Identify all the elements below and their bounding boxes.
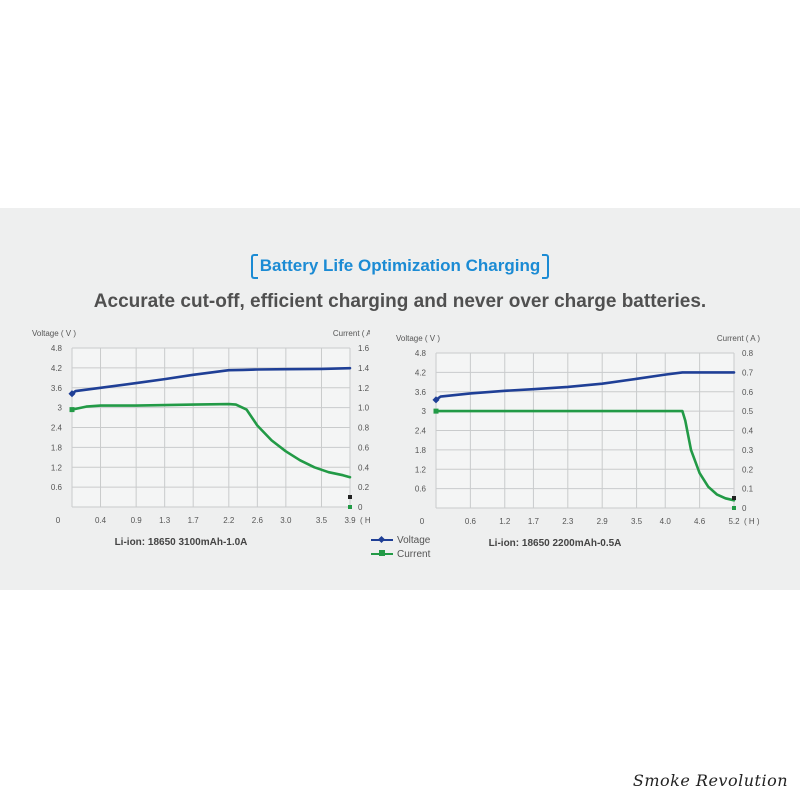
y-tick-label: 2.4 <box>415 427 427 436</box>
chart-title: Li-ion: 18650 2200mAh-0.5A <box>489 538 622 549</box>
y2-tick-label: 0.8 <box>742 349 754 358</box>
y-tick-label: 4.8 <box>51 344 63 353</box>
legend-item-current: Current <box>371 547 430 561</box>
voltage-series-line <box>70 366 352 395</box>
current-start-marker <box>69 407 75 413</box>
x-tick-label: 3.5 <box>631 517 643 526</box>
x-tick-label: 3.9 <box>344 516 356 525</box>
y2-tick-label: 1.0 <box>358 404 370 413</box>
legend-current-swatch <box>371 550 393 556</box>
x-axis-unit: ( H ) <box>360 516 370 525</box>
y-tick-label: 1.2 <box>415 465 427 474</box>
y2-tick-label: 0.3 <box>742 446 754 455</box>
x-tick-label: 0 <box>56 516 61 525</box>
x-tick-label: 3.5 <box>316 516 328 525</box>
x-tick-label: 1.2 <box>499 517 511 526</box>
current-series-line <box>70 402 352 479</box>
left-bracket-decoration <box>250 254 258 279</box>
x-tick-label: 2.6 <box>252 516 264 525</box>
title-container: Battery Life Optimization Charging <box>0 254 800 279</box>
charging-chart-2200mah: 0 0.6 1.2 1.7 2.3 2.9 3.5 4.0 4.6 5.2 0.6 1.2 1.8 2.4… <box>396 334 760 549</box>
y2-tick-label: 0 <box>742 504 747 513</box>
y-tick-label: 1.8 <box>415 446 427 455</box>
x-tick-label: 2.3 <box>562 517 574 526</box>
cutoff-marker <box>348 495 352 499</box>
x-axis-unit: ( H ) <box>744 517 760 526</box>
y-tick-label: 3.6 <box>415 388 427 397</box>
y-tick-label: 4.2 <box>51 364 63 373</box>
y2-tick-label: 0.4 <box>742 427 754 436</box>
cutoff-marker <box>732 496 736 500</box>
legend-item-voltage: Voltage <box>371 533 430 547</box>
brand-signature-logo: Smoke Revolution <box>632 771 788 790</box>
y-tick-label: 3 <box>58 404 63 413</box>
x-tick-label: 0.9 <box>131 516 143 525</box>
charging-chart-3100mah: 0 0.4 0.9 1.3 1.7 2.2 2.6 3.0 3.5 3.9 0.6 1.2 1.8 2.4… <box>32 329 370 548</box>
voltage-start-marker <box>432 396 440 404</box>
y-tick-label: 0.6 <box>415 485 427 494</box>
x-tick-label: 4.6 <box>694 517 706 526</box>
y-tick-label: 1.8 <box>51 443 63 452</box>
x-tick-label: 0.6 <box>465 517 477 526</box>
diamond-marker-icon <box>377 535 386 544</box>
legend-current-label: Current <box>397 548 431 560</box>
y2-tick-label: 0.8 <box>358 424 370 433</box>
voltage-series-line <box>434 371 736 402</box>
y2-tick-label: 0.4 <box>358 463 370 472</box>
y2-tick-label: 1.4 <box>358 364 370 373</box>
y2-tick-label: 0 <box>358 503 363 512</box>
y2-tick-label: 0.5 <box>742 407 754 416</box>
legend-voltage-swatch <box>371 535 393 544</box>
legend-voltage-label: Voltage <box>397 534 431 546</box>
x-tick-label: 1.7 <box>528 517 540 526</box>
x-tick-label: 0 <box>420 517 425 526</box>
y2-tick-label: 0.6 <box>358 443 370 452</box>
x-tick-label: 1.3 <box>159 516 171 525</box>
y-tick-label: 3.6 <box>51 384 63 393</box>
y-axis-title: Voltage ( V ) <box>396 334 440 343</box>
x-tick-label: 4.0 <box>660 517 672 526</box>
y2-tick-label: 1.2 <box>358 384 370 393</box>
x-tick-label: 0.4 <box>95 516 107 525</box>
y2-tick-label: 0.1 <box>742 485 754 494</box>
y-tick-label: 3 <box>422 407 427 416</box>
y-axis-title: Voltage ( V ) <box>32 329 76 338</box>
chart-legend: Voltage Current <box>371 533 430 561</box>
cutoff-current-marker <box>348 505 352 509</box>
y2-axis-title: Current ( A ) <box>333 329 370 338</box>
current-series-line <box>434 409 736 502</box>
chart-title: Li-ion: 18650 3100mAh-1.0A <box>115 537 248 548</box>
page-title-text: Battery Life Optimization Charging <box>259 256 541 275</box>
right-bracket-decoration <box>542 254 550 279</box>
y2-tick-label: 0.7 <box>742 368 754 377</box>
y2-tick-label: 0.2 <box>358 483 370 492</box>
x-tick-label: 2.9 <box>597 517 609 526</box>
y-tick-label: 4.2 <box>415 368 427 377</box>
cutoff-current-marker <box>732 506 736 510</box>
page-subtitle: Accurate cut-off, efficient charging and… <box>93 291 707 312</box>
current-start-marker <box>433 408 439 414</box>
x-tick-label: 1.7 <box>188 516 200 525</box>
y2-tick-label: 0.2 <box>742 465 754 474</box>
y2-tick-label: 0.6 <box>742 388 754 397</box>
x-tick-label: 3.0 <box>280 516 292 525</box>
x-tick-label: 2.2 <box>223 516 235 525</box>
square-marker-icon <box>379 550 385 556</box>
y-tick-label: 1.2 <box>51 463 63 472</box>
y2-tick-label: 1.6 <box>358 344 370 353</box>
x-tick-label: 5.2 <box>728 517 740 526</box>
y-tick-label: 4.8 <box>415 349 427 358</box>
y-tick-label: 2.4 <box>51 424 63 433</box>
page-title: Battery Life Optimization Charging <box>250 254 550 279</box>
y2-axis-title: Current ( A ) <box>717 334 760 343</box>
y-tick-label: 0.6 <box>51 483 63 492</box>
